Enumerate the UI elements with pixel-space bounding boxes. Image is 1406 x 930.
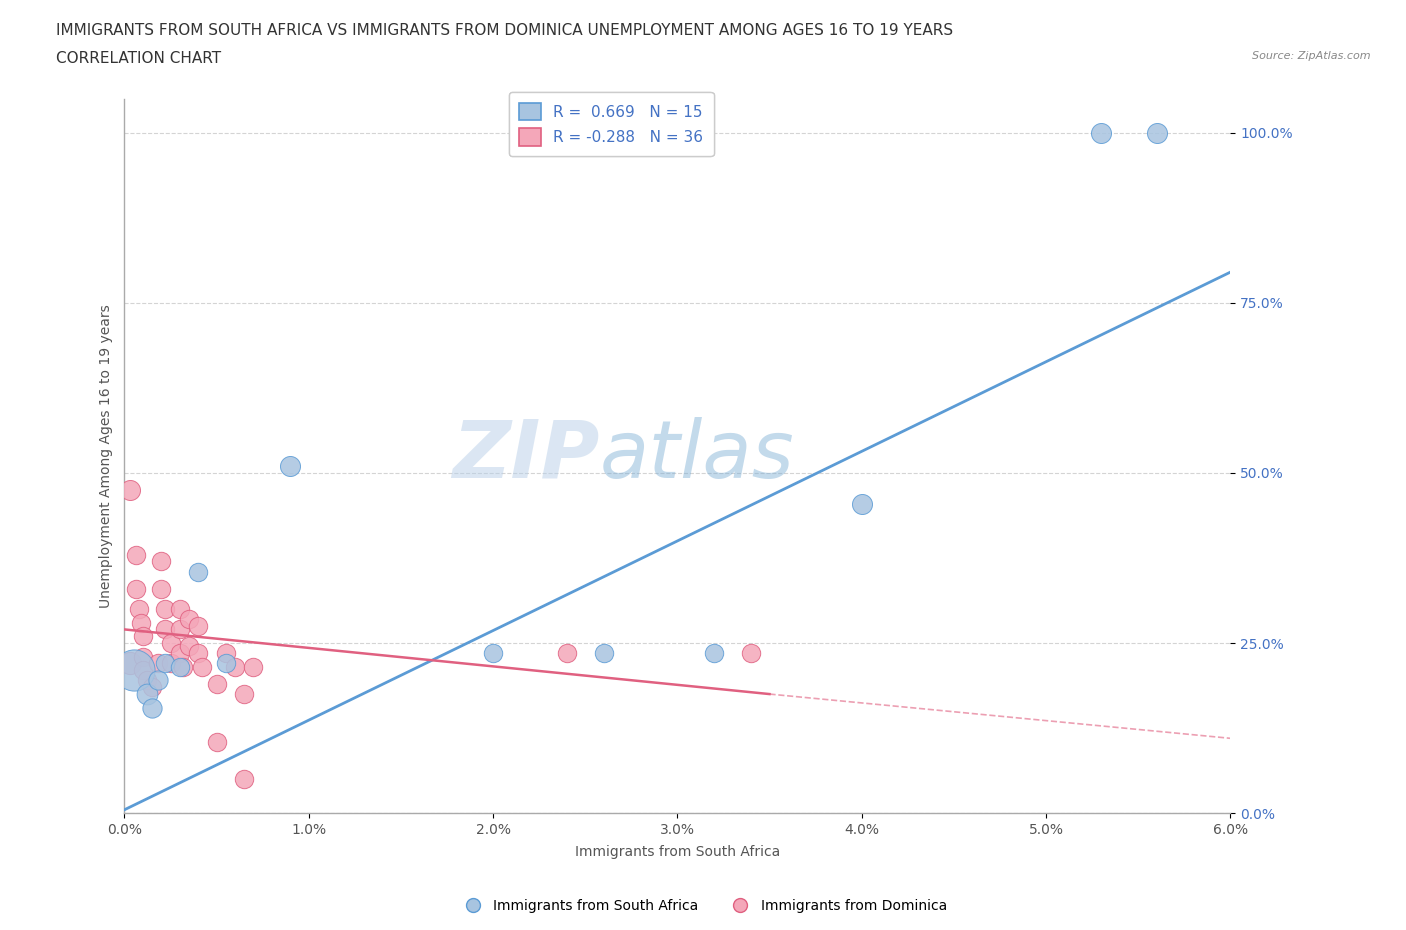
- Point: [124, 581, 146, 596]
- Point: [205, 676, 228, 691]
- Legend: R =  0.669   N = 15, R = -0.288   N = 36: R = 0.669 N = 15, R = -0.288 N = 36: [509, 92, 713, 156]
- Point: [129, 615, 152, 630]
- Point: [851, 496, 873, 511]
- Point: [482, 645, 505, 660]
- Point: [1146, 126, 1168, 140]
- Point: [146, 656, 169, 671]
- Point: [233, 772, 256, 787]
- Point: [191, 659, 214, 674]
- Point: [135, 673, 157, 688]
- Point: [555, 645, 578, 660]
- Point: [169, 602, 191, 617]
- Text: atlas: atlas: [600, 417, 794, 495]
- Text: ZIP: ZIP: [453, 417, 600, 495]
- Point: [169, 659, 191, 674]
- Point: [150, 581, 173, 596]
- Point: [132, 663, 155, 678]
- Point: [187, 645, 209, 660]
- Point: [703, 645, 725, 660]
- Point: [215, 645, 238, 660]
- Point: [177, 612, 200, 627]
- Point: [150, 554, 173, 569]
- Point: [242, 659, 264, 674]
- Point: [205, 735, 228, 750]
- Point: [146, 673, 169, 688]
- Point: [1090, 126, 1112, 140]
- Point: [159, 635, 181, 650]
- Point: [177, 639, 200, 654]
- Text: Source: ZipAtlas.com: Source: ZipAtlas.com: [1253, 51, 1371, 61]
- Y-axis label: Unemployment Among Ages 16 to 19 years: Unemployment Among Ages 16 to 19 years: [100, 304, 114, 608]
- Point: [740, 645, 762, 660]
- Point: [169, 622, 191, 637]
- Point: [153, 656, 176, 671]
- Point: [128, 602, 150, 617]
- Point: [172, 659, 194, 674]
- X-axis label: Immigrants from South Africa: Immigrants from South Africa: [575, 845, 780, 859]
- Text: IMMIGRANTS FROM SOUTH AFRICA VS IMMIGRANTS FROM DOMINICA UNEMPLOYMENT AMONG AGES: IMMIGRANTS FROM SOUTH AFRICA VS IMMIGRAN…: [56, 23, 953, 38]
- Point: [153, 622, 176, 637]
- Point: [132, 629, 155, 644]
- Point: [187, 565, 209, 579]
- Point: [118, 656, 141, 671]
- Text: CORRELATION CHART: CORRELATION CHART: [56, 51, 221, 66]
- Point: [122, 663, 145, 678]
- Point: [215, 656, 238, 671]
- Point: [187, 618, 209, 633]
- Point: [124, 547, 146, 562]
- Point: [153, 602, 176, 617]
- Point: [141, 680, 163, 695]
- Point: [169, 645, 191, 660]
- Point: [233, 686, 256, 701]
- Point: [592, 645, 614, 660]
- Point: [132, 649, 155, 664]
- Point: [278, 458, 301, 473]
- Legend: Immigrants from South Africa, Immigrants from Dominica: Immigrants from South Africa, Immigrants…: [453, 894, 953, 919]
- Point: [224, 659, 246, 674]
- Point: [135, 686, 157, 701]
- Point: [159, 656, 181, 671]
- Point: [141, 700, 163, 715]
- Point: [118, 483, 141, 498]
